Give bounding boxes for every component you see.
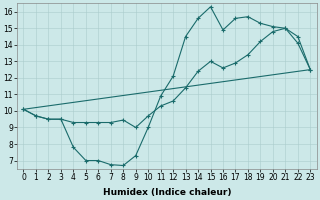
X-axis label: Humidex (Indice chaleur): Humidex (Indice chaleur): [103, 188, 231, 197]
